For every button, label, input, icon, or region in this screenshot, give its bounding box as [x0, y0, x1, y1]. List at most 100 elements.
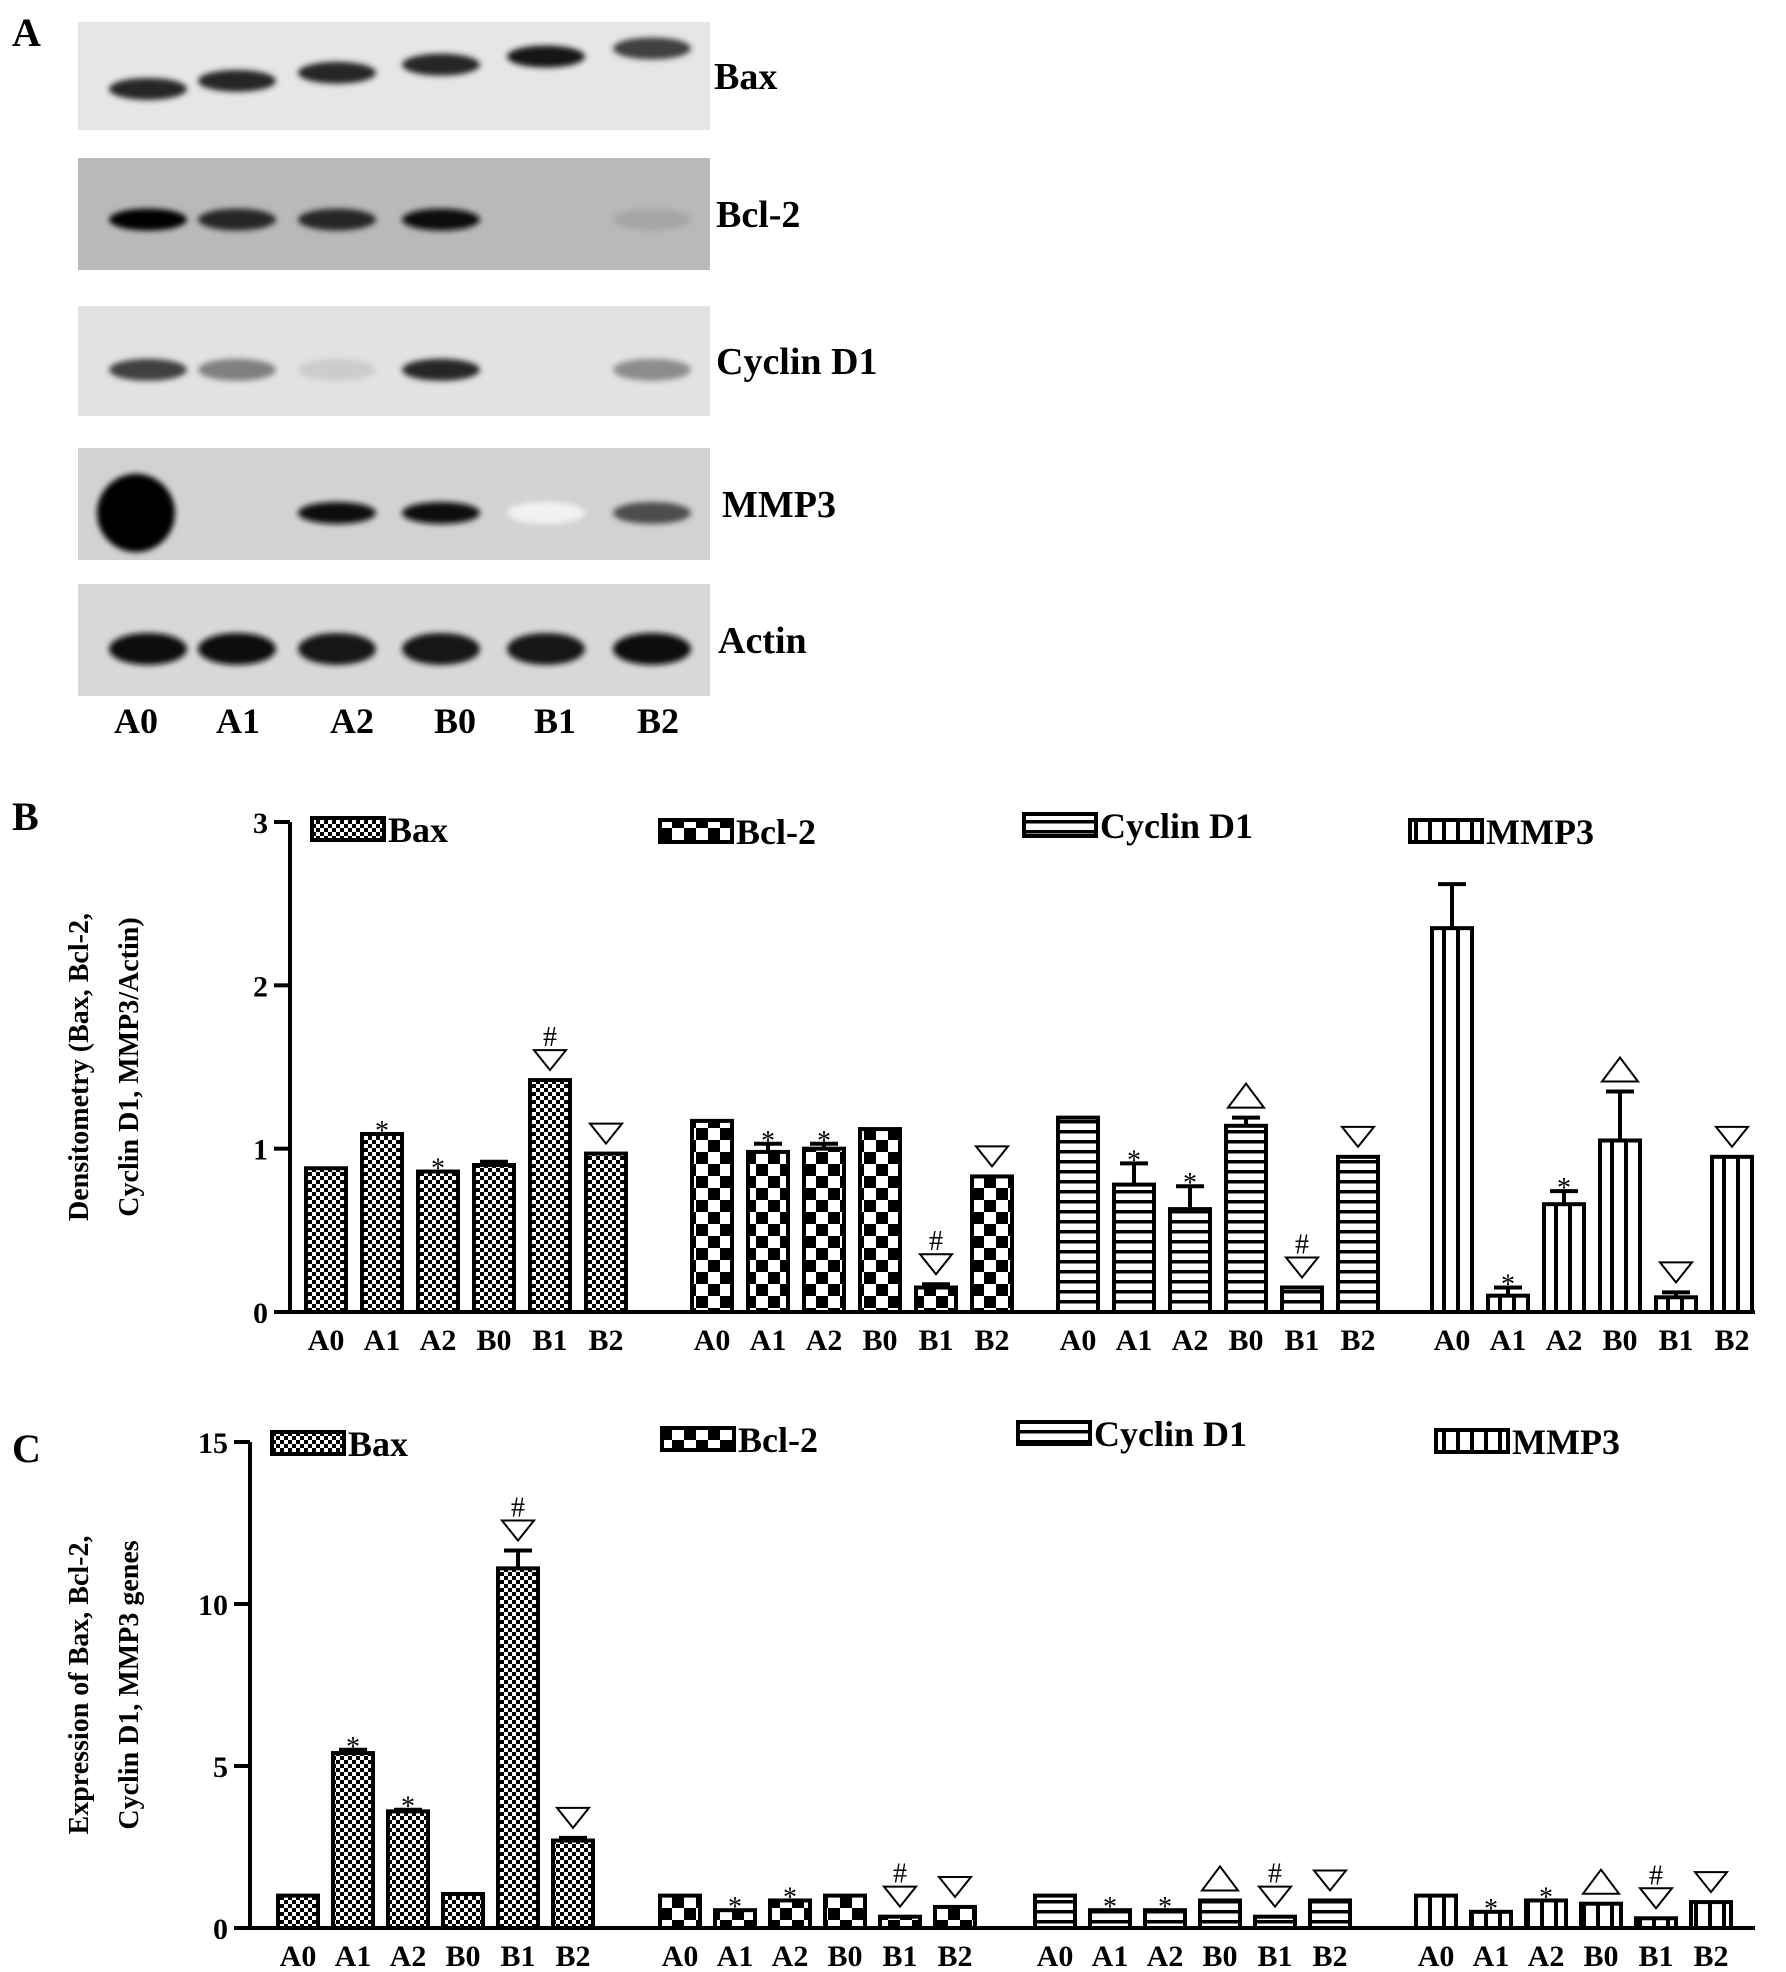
bar [1430, 926, 1474, 1315]
x-tick-label: A2 [1546, 1324, 1583, 1357]
blot-band [507, 45, 585, 68]
bar [304, 1166, 348, 1315]
y-axis-label-line1: Expression of Bax, Bcl-2, [64, 1536, 95, 1835]
blot-band [507, 632, 585, 665]
sig-triangle-down [1311, 1869, 1349, 1893]
sig-triangle-down [554, 1806, 592, 1830]
blot-band [402, 632, 480, 665]
blot-label: Bcl-2 [716, 194, 800, 236]
sig-hash: # [893, 1859, 907, 1890]
bar [386, 1809, 430, 1930]
blot-strip-mmp3 [78, 448, 710, 560]
blot-band [402, 53, 480, 76]
bar [1598, 1138, 1642, 1314]
legend-label: MMP3 [1486, 812, 1594, 852]
blot-band [402, 358, 480, 381]
bar [823, 1893, 867, 1930]
legend-swatch [660, 1426, 736, 1452]
x-tick-label: A1 [1473, 1940, 1510, 1972]
series-cyclin-d1: * * # [1033, 1859, 1352, 1931]
sig-triangle-down [917, 1253, 955, 1276]
x-tick-label: A0 [1434, 1324, 1471, 1357]
sig-triangle-down [973, 1145, 1011, 1169]
x-tick-label: B0 [1202, 1940, 1237, 1972]
x-tick-label: B1 [882, 1940, 917, 1972]
sig-asterisk: * [1103, 1892, 1117, 1923]
legend-label: Bax [388, 810, 448, 850]
x-tick-label: B2 [555, 1940, 590, 1972]
lane-label: A2 [330, 701, 374, 741]
lane-label: B0 [434, 701, 476, 741]
blot-strip-cyclin-d1 [78, 306, 710, 416]
blot-band [198, 632, 276, 665]
blot-band [613, 208, 691, 231]
bar [1112, 1182, 1156, 1314]
x-tick-label: B0 [1602, 1324, 1637, 1357]
x-tick-label: A2 [1172, 1324, 1209, 1357]
bar [1542, 1202, 1586, 1314]
legend-label: Bax [348, 1424, 408, 1464]
x-tick-label: B0 [827, 1940, 862, 1972]
x-tick-label: B1 [500, 1940, 535, 1972]
x-tick-label: B2 [1714, 1324, 1749, 1357]
blot-band [198, 69, 276, 92]
sig-hash: # [929, 1226, 943, 1257]
sig-triangle-down [531, 1049, 569, 1072]
sig-asterisk: * [1158, 1892, 1172, 1923]
y-tick-label: 3 [253, 807, 268, 840]
bar [970, 1174, 1014, 1315]
bar [858, 1127, 902, 1314]
series-bcl-2: * * # [658, 1859, 977, 1931]
x-tick-label: B0 [1228, 1324, 1263, 1357]
bar [1088, 1908, 1132, 1931]
sig-asterisk: * [375, 1116, 389, 1147]
bar [768, 1898, 812, 1930]
sig-asterisk: * [761, 1126, 775, 1157]
x-tick-label: A0 [280, 1940, 317, 1972]
series-bcl-2: * * # [690, 1118, 1014, 1315]
x-tick-label: B0 [1583, 1940, 1618, 1972]
sig-triangle-up [1600, 1055, 1640, 1083]
y-tick-label: 2 [253, 970, 268, 1003]
x-tick-label: B2 [1312, 1940, 1347, 1972]
sig-triangle-down [1713, 1125, 1751, 1149]
y-tick-label: 0 [253, 1297, 268, 1330]
x-tick-label: A1 [1116, 1324, 1153, 1357]
x-tick-label: B0 [476, 1324, 511, 1357]
legend-label: Cyclin D1 [1094, 1414, 1247, 1454]
bar [914, 1285, 958, 1314]
bar [1033, 1893, 1077, 1930]
sig-triangle-down [587, 1122, 625, 1146]
bar [1056, 1115, 1100, 1314]
y-tick-label: 15 [198, 1427, 228, 1460]
sig-asterisk: * [728, 1892, 742, 1923]
x-tick-label: B2 [588, 1324, 623, 1357]
bar [1579, 1901, 1623, 1930]
sig-asterisk: * [1127, 1145, 1141, 1176]
x-tick-label: A0 [308, 1324, 345, 1357]
x-tick-label: A1 [1490, 1324, 1527, 1357]
lane-label: A1 [216, 701, 260, 741]
bar [1224, 1123, 1268, 1315]
series-bax: * * # [304, 1022, 628, 1315]
x-tick-label: B1 [1284, 1324, 1319, 1357]
sig-asterisk: * [817, 1126, 831, 1157]
bar [1198, 1898, 1242, 1930]
legend-swatch [310, 816, 386, 842]
bar [276, 1893, 320, 1930]
bar [1143, 1908, 1187, 1931]
x-tick-label: A1 [717, 1940, 754, 1972]
sig-hash: # [543, 1022, 557, 1053]
bar [441, 1891, 485, 1930]
blot-band [613, 37, 691, 60]
sig-triangle-down [1339, 1125, 1377, 1149]
gene-expression-chart: Expression of Bax, Bcl-2, Cyclin D1, MMP… [64, 1414, 1755, 1972]
bar [658, 1893, 702, 1930]
bar [1280, 1285, 1324, 1314]
panel-letter-a: A [12, 10, 41, 55]
lane-label: B1 [534, 701, 576, 741]
bar [551, 1838, 595, 1931]
x-tick-label: B1 [532, 1324, 567, 1357]
bar [331, 1751, 375, 1931]
